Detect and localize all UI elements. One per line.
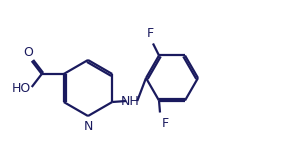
Text: F: F xyxy=(147,27,154,40)
Text: F: F xyxy=(161,117,169,129)
Text: N: N xyxy=(83,120,93,133)
Text: HO: HO xyxy=(12,81,31,94)
Text: NH: NH xyxy=(121,94,140,108)
Text: O: O xyxy=(23,46,33,59)
